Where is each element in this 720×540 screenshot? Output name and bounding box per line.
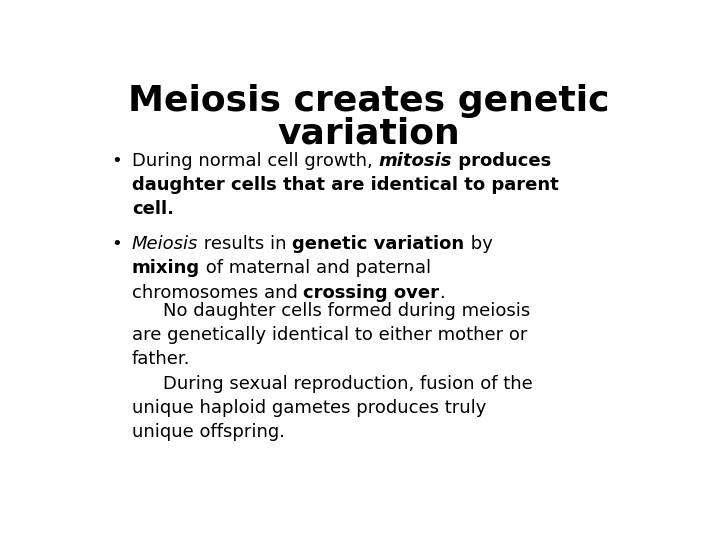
Text: No daughter cells formed during meiosis: No daughter cells formed during meiosis	[163, 302, 530, 320]
Text: unique offspring.: unique offspring.	[132, 423, 285, 441]
Text: crossing over: crossing over	[303, 284, 439, 301]
Text: During sexual reproduction, fusion of the: During sexual reproduction, fusion of th…	[163, 375, 532, 393]
Text: results in: results in	[198, 235, 292, 253]
Text: .: .	[439, 284, 445, 301]
Text: mitosis: mitosis	[378, 152, 452, 170]
Text: During normal cell growth,: During normal cell growth,	[132, 152, 378, 170]
Text: mixing: mixing	[132, 259, 200, 278]
Text: variation: variation	[278, 117, 460, 151]
Text: •: •	[111, 235, 122, 253]
Text: Meiosis: Meiosis	[132, 235, 198, 253]
Text: daughter cells that are identical to parent: daughter cells that are identical to par…	[132, 176, 559, 194]
Text: father.: father.	[132, 350, 190, 368]
Text: •: •	[111, 152, 122, 170]
Text: cell.: cell.	[132, 200, 174, 218]
Text: by: by	[464, 235, 492, 253]
Text: produces: produces	[452, 152, 551, 170]
Text: genetic variation: genetic variation	[292, 235, 464, 253]
Text: unique haploid gametes produces truly: unique haploid gametes produces truly	[132, 399, 486, 417]
Text: chromosomes and: chromosomes and	[132, 284, 303, 301]
Text: Meiosis creates genetic: Meiosis creates genetic	[128, 84, 610, 118]
Text: are genetically identical to either mother or: are genetically identical to either moth…	[132, 326, 527, 344]
Text: of maternal and paternal: of maternal and paternal	[200, 259, 431, 278]
